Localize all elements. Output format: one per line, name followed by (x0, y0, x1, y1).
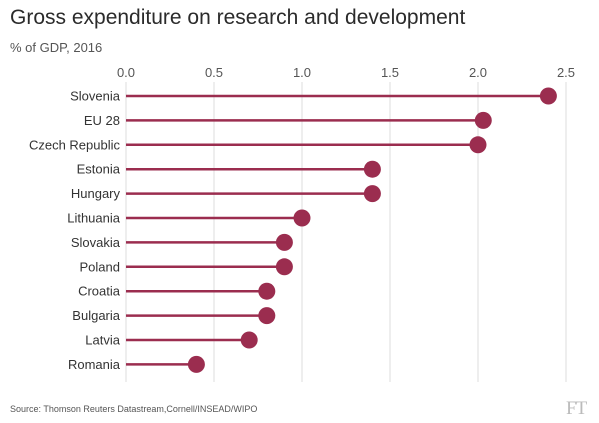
x-tick-label: 2.5 (557, 65, 575, 80)
x-tick-label: 0.5 (205, 65, 223, 80)
category-label: Slovakia (71, 235, 121, 250)
dot (258, 282, 276, 300)
category-label: Czech Republic (29, 137, 121, 152)
label-layer: Slovenia EU 28 Czech Republic Estonia Hungar… (29, 89, 121, 372)
dot (275, 258, 293, 276)
mark-layer (126, 87, 557, 373)
x-tick-label: 2.0 (469, 65, 487, 80)
category-label: Croatia (78, 284, 121, 299)
dot (258, 307, 276, 325)
category-label: Estonia (77, 162, 121, 177)
dot (275, 233, 293, 251)
x-tick-label: 1.5 (381, 65, 399, 80)
category-label: Lithuania (67, 211, 121, 226)
grid-layer (125, 82, 567, 382)
dot (539, 87, 557, 105)
dot (240, 331, 258, 349)
category-label: Hungary (71, 186, 121, 201)
dot (469, 136, 487, 154)
x-tick-label: 1.0 (293, 65, 311, 80)
chart-title: Gross expenditure on research and develo… (10, 6, 466, 29)
chart-subtitle: % of GDP, 2016 (10, 40, 103, 55)
category-label: Poland (80, 259, 120, 274)
x-tick-label: 0.0 (117, 65, 135, 80)
source-note: Source: Thomson Reuters Datastream,Corne… (10, 404, 258, 414)
category-label: EU 28 (84, 113, 120, 128)
dot (293, 209, 311, 227)
dot (187, 355, 205, 373)
dot (474, 111, 492, 129)
category-label: Latvia (85, 333, 120, 348)
tick-layer: 0.0 0.5 1.0 1.5 2.0 2.5 (117, 65, 575, 80)
category-label: Bulgaria (72, 308, 120, 323)
category-label: Romania (68, 357, 121, 372)
ft-logo: FT (566, 398, 587, 419)
category-label: Slovenia (70, 89, 121, 104)
dot (363, 185, 381, 203)
dot (363, 160, 381, 178)
